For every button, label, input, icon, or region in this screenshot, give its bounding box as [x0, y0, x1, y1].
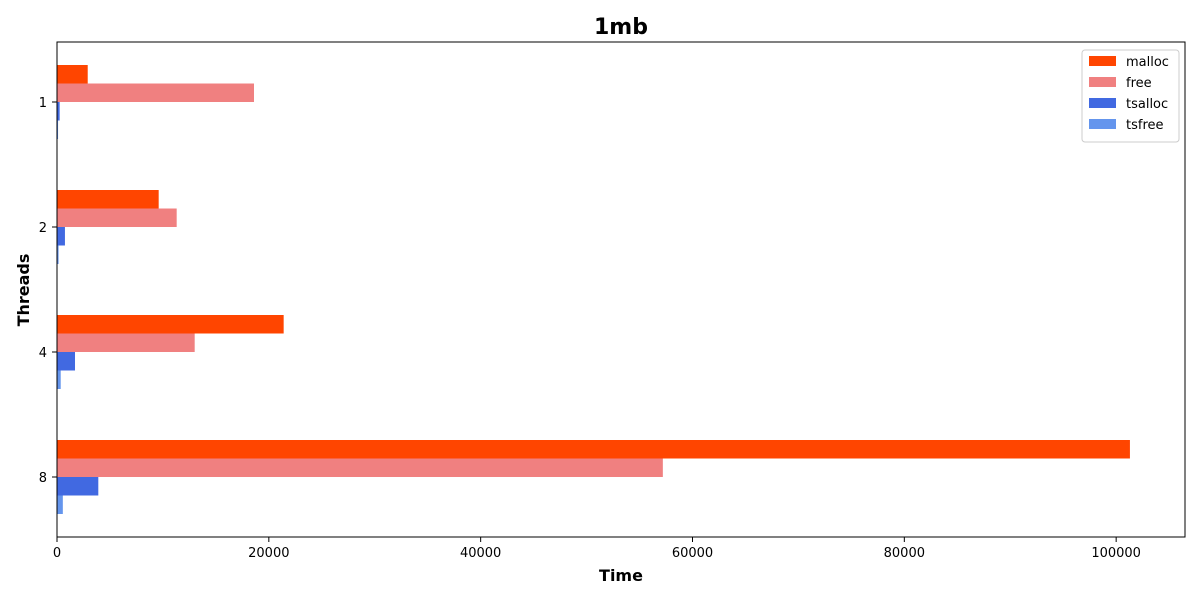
- x-axis-label: Time: [599, 566, 643, 585]
- bar-tsalloc-2: [57, 227, 65, 246]
- bars-layer: [57, 65, 1130, 514]
- plot-frame: [56, 41, 1186, 538]
- bar-malloc-8: [57, 440, 1130, 459]
- bar-tsfree-2: [57, 245, 59, 264]
- y-tick-label: 8: [39, 471, 47, 486]
- legend-swatch-tsfree: [1089, 119, 1116, 129]
- bar-tsalloc-1: [57, 102, 60, 121]
- legend-label-malloc: malloc: [1126, 55, 1169, 70]
- bar-free-2: [57, 208, 177, 227]
- x-tick-label: 40000: [460, 546, 501, 561]
- legend-swatch-free: [1089, 77, 1116, 87]
- bar-free-4: [57, 333, 195, 352]
- legend-label-tsalloc: tsalloc: [1126, 97, 1168, 112]
- x-tick-label: 60000: [672, 546, 713, 561]
- legend-label-free: free: [1126, 76, 1152, 91]
- chart-title: 1mb: [594, 15, 648, 40]
- bar-malloc-4: [57, 315, 284, 334]
- legend-swatch-tsalloc: [1089, 98, 1116, 108]
- bar-tsalloc-4: [57, 352, 76, 371]
- y-axis-label: Threads: [14, 254, 33, 327]
- bar-tsfree-1: [57, 120, 59, 139]
- bar-malloc-2: [57, 190, 159, 209]
- bar-free-1: [57, 83, 255, 102]
- legend: malloc free tsalloc tsfree: [1081, 49, 1180, 143]
- x-axis-ticks: 0 20000 40000 60000 80000 100000: [53, 537, 1141, 561]
- y-axis-ticks: 1 2 4 8: [39, 96, 57, 486]
- x-tick-label: 100000: [1091, 546, 1141, 561]
- bar-free-8: [57, 458, 663, 477]
- bar-tsfree-8: [57, 495, 63, 514]
- x-tick-label: 20000: [248, 546, 289, 561]
- x-tick-label: 80000: [884, 546, 925, 561]
- legend-swatch-malloc: [1089, 56, 1116, 66]
- bar-tsfree-4: [57, 370, 61, 389]
- y-tick-label: 2: [39, 221, 47, 236]
- x-tick-label: 0: [53, 546, 61, 561]
- bar-tsalloc-8: [57, 477, 99, 496]
- legend-label-tsfree: tsfree: [1126, 118, 1164, 133]
- y-tick-label: 1: [39, 96, 47, 111]
- bar-malloc-1: [57, 65, 88, 84]
- y-tick-label: 4: [39, 346, 47, 361]
